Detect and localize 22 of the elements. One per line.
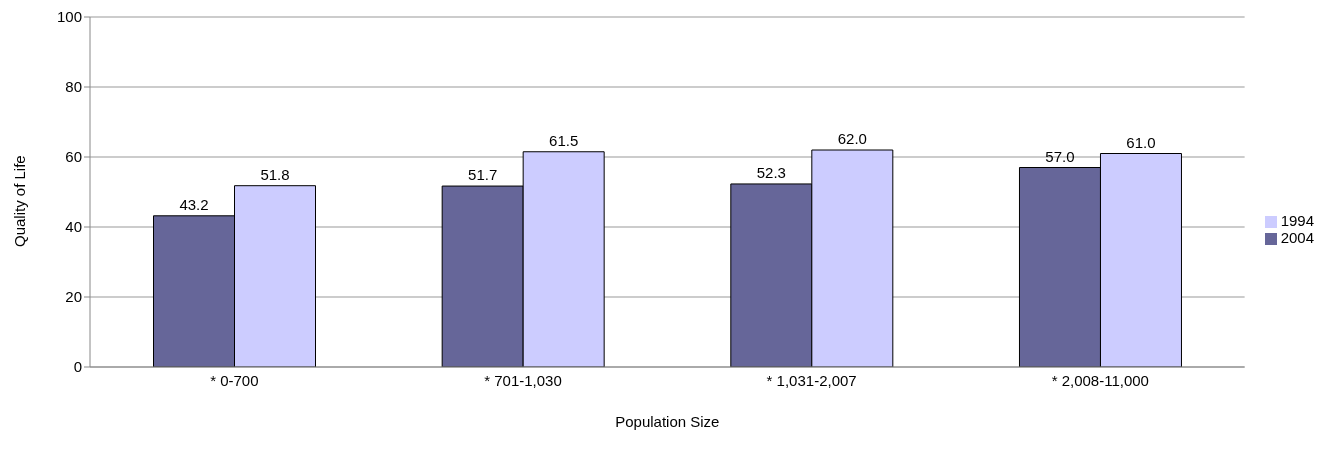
data-label: 62.0 <box>837 130 867 147</box>
x-tick-label: * 2,008-11,000 <box>1051 371 1149 389</box>
data-label: 52.3 <box>756 163 786 181</box>
y-tick-label: 100 <box>56 8 82 26</box>
y-tick-label: 80 <box>65 78 82 96</box>
data-label: 43.2 <box>179 195 209 213</box>
y-tick-label: 60 <box>65 148 82 166</box>
y-tick-label: 0 <box>73 358 82 376</box>
legend-label: 1994 <box>1280 211 1314 229</box>
data-label: 61.5 <box>549 131 579 149</box>
y-axis-title: Quality of Life <box>11 155 29 247</box>
y-tick-label: 40 <box>65 218 82 236</box>
data-label: 57.0 <box>1045 147 1075 165</box>
data-label: 61.0 <box>1126 133 1156 151</box>
y-tick-label: 20 <box>65 288 82 306</box>
legend-label: 2004 <box>1280 228 1314 246</box>
x-tick-label: * 701-1,030 <box>484 371 562 389</box>
x-tick-label: * 0-700 <box>210 371 259 389</box>
data-label: 51.7 <box>468 166 498 184</box>
data-label: 51.8 <box>260 165 290 183</box>
x-tick-label: * 1,031-2,007 <box>766 371 857 389</box>
x-axis-title: Population Size <box>615 413 720 430</box>
